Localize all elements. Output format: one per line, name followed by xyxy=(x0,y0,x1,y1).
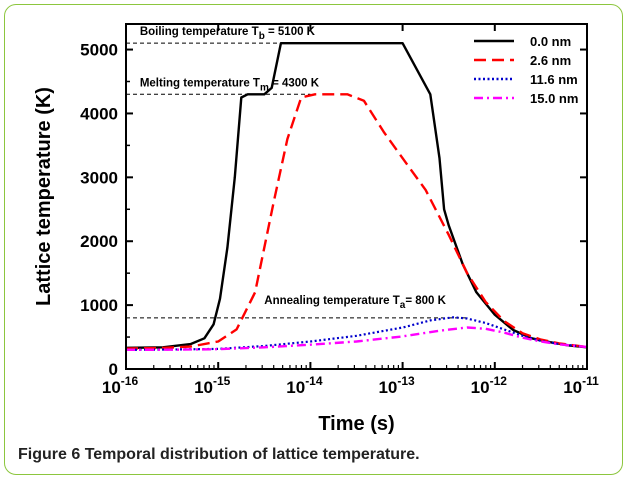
plot-area xyxy=(125,23,588,370)
caption-label: Figure 6 xyxy=(18,446,81,463)
annotation-boiling: Boiling temperature Tb = 5100 K xyxy=(140,26,316,42)
threshold-lines xyxy=(126,42,468,319)
x-tick-label: 10-12 xyxy=(471,374,508,397)
axis-ticks: 0 1000 2000 3000 4000 5000 10-16 10-15 10-14 10-1… xyxy=(80,24,599,397)
x-tick-label: 10-13 xyxy=(378,374,415,397)
legend-label-2: 11.6 nm xyxy=(530,72,578,87)
figure-frame xyxy=(4,4,623,475)
x-tick-label: 10-15 xyxy=(194,374,231,397)
x-tick-label: 10-16 xyxy=(102,374,139,397)
y-axis-title: Lattice temperature (K) xyxy=(33,87,55,306)
legend: 0.0 nm 2.6 nm 11.6 nm 15.0 nm xyxy=(474,34,578,106)
x-tick-label: 10-11 xyxy=(563,374,599,397)
series-line-1 xyxy=(126,93,587,350)
y-tick-label: 4000 xyxy=(80,104,118,123)
legend-label-1: 2.6 nm xyxy=(530,53,571,68)
series-line-2 xyxy=(126,316,587,351)
annotations: Boiling temperature Tb = 5100 K Melting t… xyxy=(140,26,447,311)
annotation-melting: Melting temperature Tm = 4300 K xyxy=(140,77,320,93)
y-tick-label: 1000 xyxy=(80,296,118,315)
x-tick-label: 10-14 xyxy=(286,374,323,397)
series-layer xyxy=(126,42,587,351)
series-line-0 xyxy=(126,42,587,350)
y-tick-label: 0 xyxy=(109,360,118,379)
y-tick-label: 2000 xyxy=(80,232,118,251)
y-tick-label: 5000 xyxy=(80,41,118,60)
caption-text: Temporal distribution of lattice tempera… xyxy=(84,446,420,463)
y-tick-label: 3000 xyxy=(80,168,118,187)
legend-label-3: 15.0 nm xyxy=(530,91,578,106)
figure-caption: Figure 6 Temporal distribution of lattic… xyxy=(18,446,420,464)
x-axis-title: Time (s) xyxy=(318,413,394,435)
legend-label-0: 0.0 nm xyxy=(530,34,571,49)
annotation-annealing: Annealing temperature Ta= 800 K xyxy=(264,295,446,311)
